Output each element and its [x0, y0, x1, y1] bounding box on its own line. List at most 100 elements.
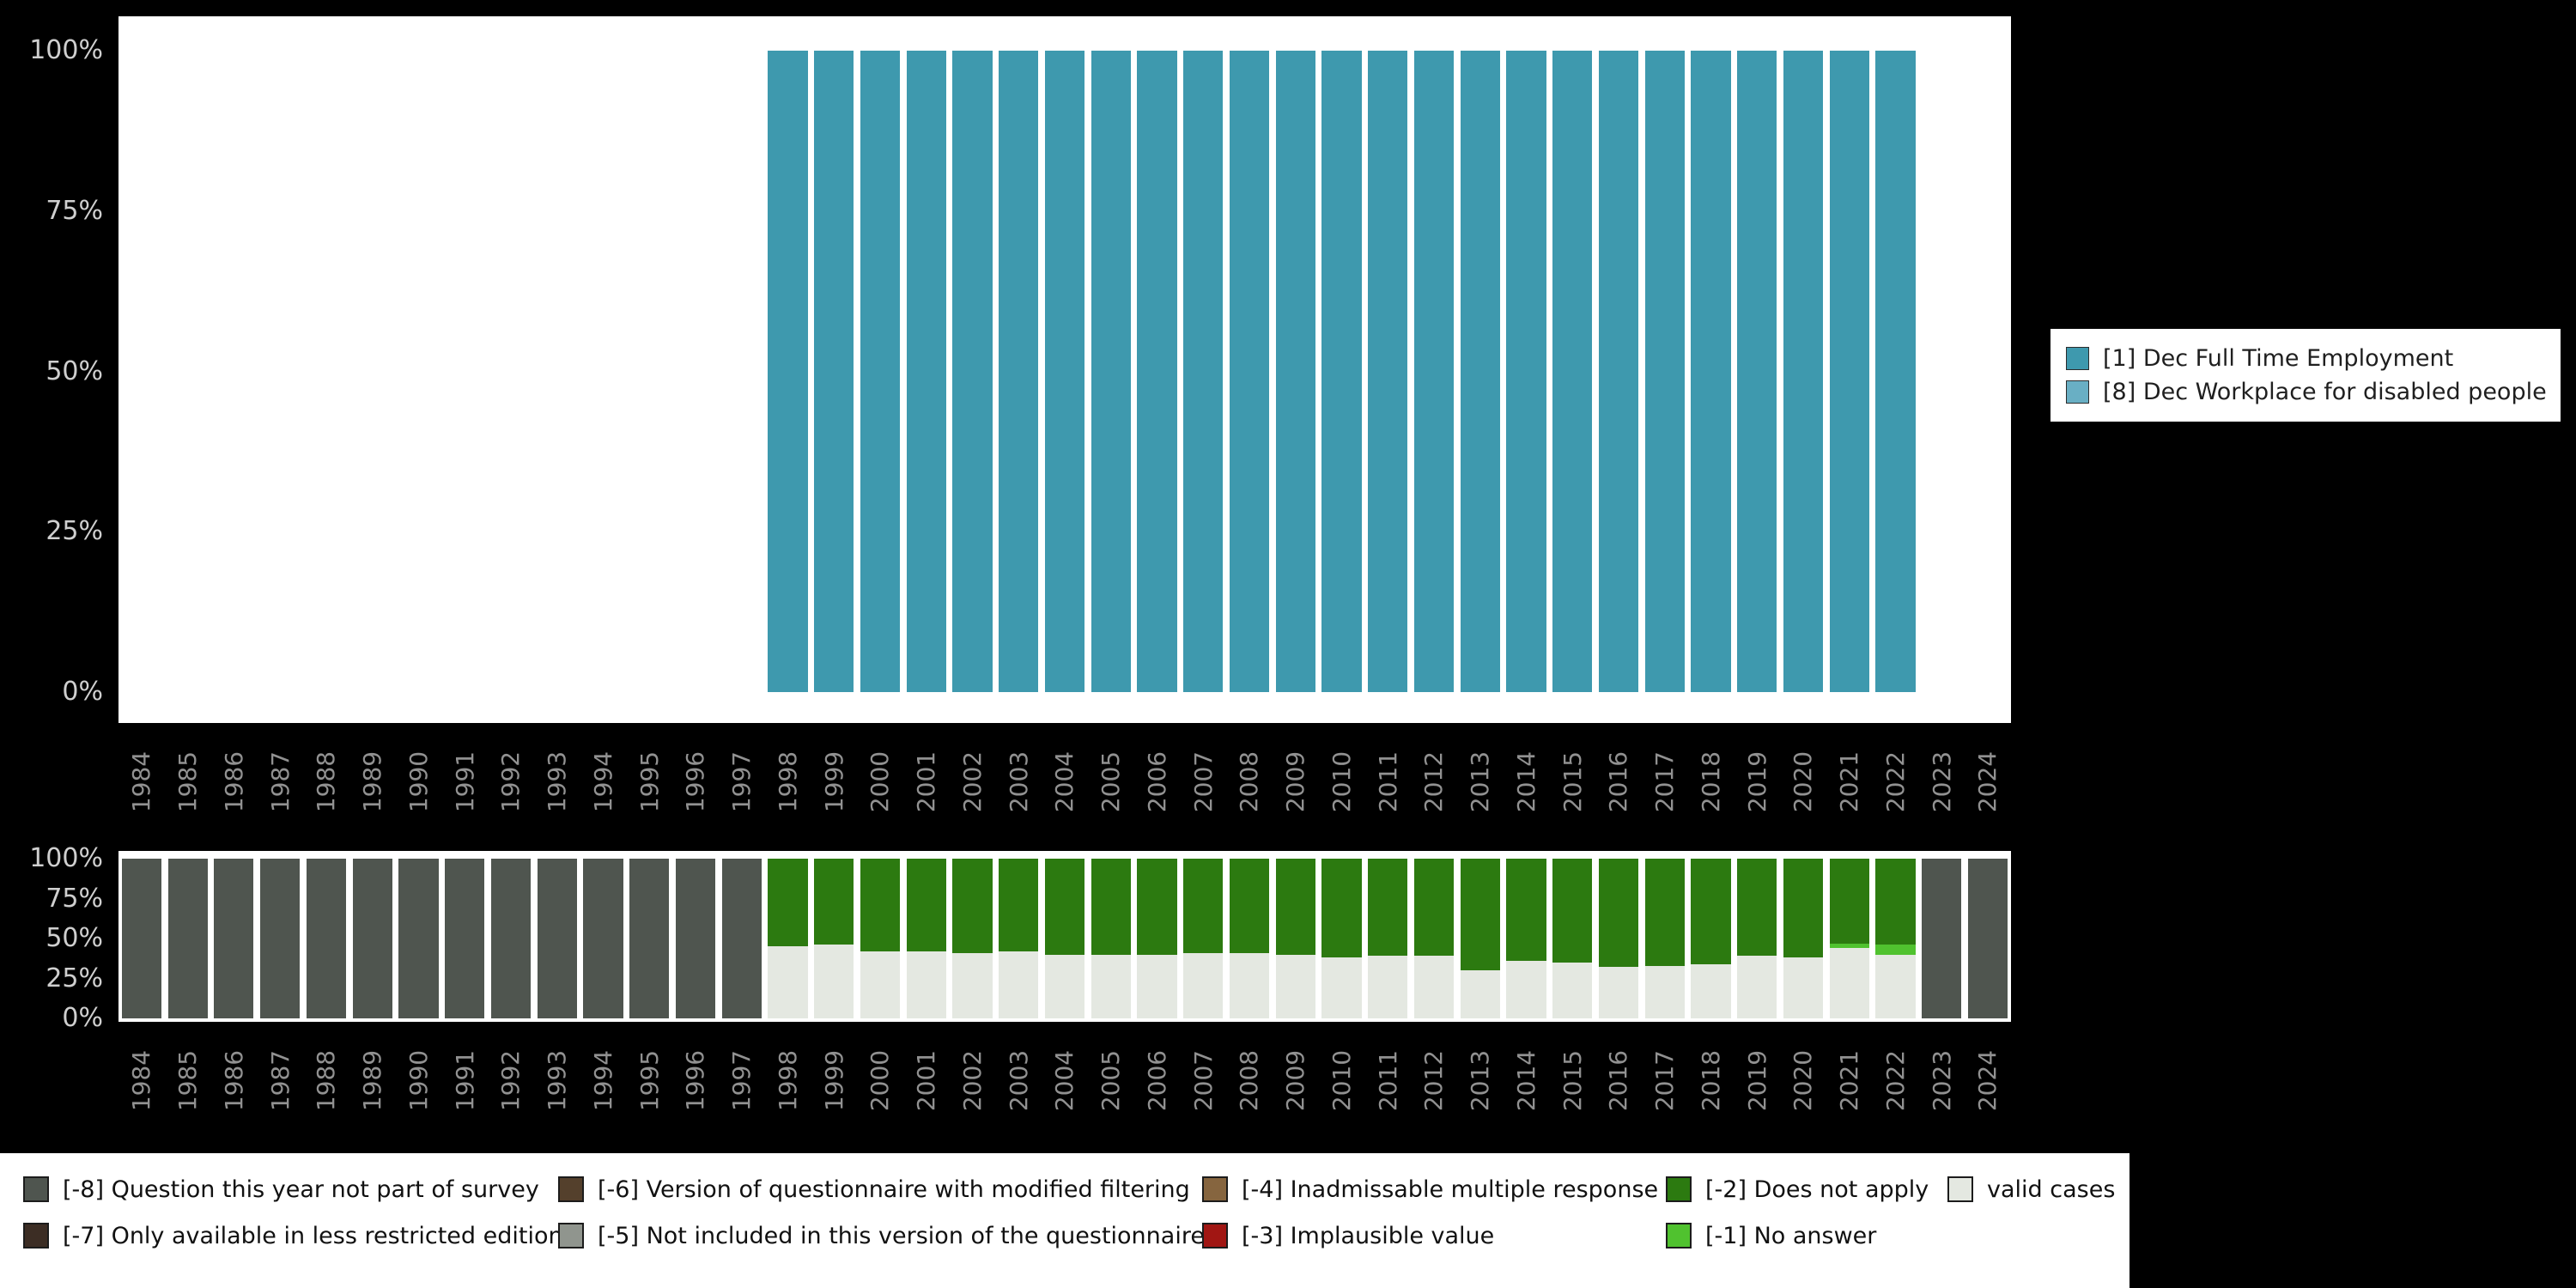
year-label: 2010	[1327, 750, 1357, 812]
year-label: 2017	[1650, 1049, 1680, 1111]
missing-bar-segment	[1644, 859, 1685, 966]
legend-label: [8] Dec Workplace for disabled people	[2103, 379, 2547, 405]
availability-bar	[999, 51, 1039, 692]
legend-label: [-6] Version of questionnaire with modif…	[598, 1176, 1190, 1203]
year-label: 2021	[1835, 750, 1864, 812]
missing-bar-segment	[1368, 956, 1408, 1018]
missing-legend-item: [-1] No answer	[1666, 1222, 1929, 1249]
missing-bar-segment	[1968, 859, 2008, 1018]
year-label: 2019	[1742, 1049, 1771, 1111]
legend-color-swatch	[1202, 1176, 1228, 1202]
availability-bar	[1691, 51, 1731, 692]
year-label: 1997	[727, 1049, 756, 1111]
availability-bar	[1413, 51, 1455, 692]
year-label: 2008	[1235, 750, 1264, 812]
missing-bar-segment	[445, 859, 485, 1018]
year-label: 2019	[1742, 750, 1771, 812]
year-label: 2000	[866, 750, 895, 812]
missing-bar-segment	[1875, 859, 1916, 945]
year-label: 1998	[773, 750, 802, 812]
availability-bar	[1229, 51, 1270, 692]
y-tick-label: 75%	[46, 883, 103, 914]
missing-bar-segment	[1413, 859, 1455, 957]
missing-legend-item: [-8] Question this year not part of surv…	[23, 1176, 563, 1203]
year-label: 2022	[1881, 750, 1911, 812]
availability-bar	[952, 51, 993, 692]
missing-bar-segment	[1044, 954, 1085, 1018]
legend-label: [-7] Only available in less restricted e…	[63, 1222, 563, 1249]
year-label: 2011	[1373, 1049, 1402, 1111]
year-label: 2012	[1419, 750, 1449, 812]
year-label: 2001	[912, 750, 941, 812]
legend-label: [-5] Not included in this version of the…	[598, 1222, 1205, 1249]
missing-bar-segment	[1044, 859, 1085, 955]
year-label: 1990	[404, 750, 433, 812]
legend-label: [-3] Implausible value	[1242, 1222, 1495, 1249]
year-label: 1986	[219, 750, 248, 812]
missing-bar-segment	[814, 859, 854, 945]
year-label: 2007	[1188, 750, 1218, 812]
missing-bar-segment	[1598, 859, 1639, 968]
missing-bar-segment	[999, 951, 1039, 1018]
missing-bar-segment	[1783, 859, 1824, 958]
missing-legend-item: [-6] Version of questionnaire with modif…	[558, 1176, 1205, 1203]
y-tick-label: 50%	[46, 923, 103, 953]
y-tick-label: 25%	[46, 963, 103, 993]
year-label: 1985	[173, 750, 203, 812]
year-label: 1995	[635, 1049, 664, 1111]
year-label: 1999	[819, 750, 848, 812]
legend-label: [-8] Question this year not part of surv…	[63, 1176, 539, 1203]
year-label: 2015	[1558, 750, 1587, 812]
year-label: 1985	[173, 1049, 203, 1111]
variables-legend-items: [1] Dec Full Time Employment [8] Dec Work…	[2066, 342, 2561, 409]
legend-color-swatch	[23, 1176, 49, 1202]
year-label: 2005	[1097, 1049, 1126, 1111]
missing-legend-item: [-3] Implausible value	[1202, 1222, 1658, 1249]
missing-bar-segment	[768, 946, 808, 1018]
variables-legend-item: [8] Dec Workplace for disabled people	[2066, 375, 2561, 409]
availability-chart-plot-area	[118, 16, 2011, 723]
missing-bar-segment	[721, 859, 762, 1018]
missing-bar-segment	[214, 859, 254, 1018]
missing-legend-item: [-7] Only available in less restricted e…	[23, 1222, 563, 1249]
missing-legend-column: [-8] Question this year not part of surv…	[23, 1176, 563, 1249]
y-tick-label: 0%	[62, 1003, 103, 1033]
availability-bar	[1044, 51, 1085, 692]
missing-codes-legend: [-8] Question this year not part of surv…	[0, 1153, 2129, 1288]
variables-legend: [1] Dec Full Time Employment [8] Dec Work…	[2050, 329, 2561, 422]
missing-bar-segment	[1829, 948, 1869, 1018]
legend-label: [-2] Does not apply	[1705, 1176, 1929, 1203]
availability-bar	[1737, 51, 1777, 692]
year-label: 1989	[358, 750, 387, 812]
legend-color-swatch	[2066, 380, 2089, 404]
availability-bar	[1875, 51, 1916, 692]
legend-color-swatch	[2066, 347, 2089, 370]
year-label: 2007	[1188, 1049, 1218, 1111]
legend-color-swatch	[558, 1223, 584, 1249]
missing-bar-segment	[768, 859, 808, 947]
missing-bar-segment	[1829, 859, 1869, 944]
missing-legend-item: [-5] Not included in this version of the…	[558, 1222, 1205, 1249]
missing-legend-column: [-2] Does not apply [-1] No answer	[1666, 1176, 1929, 1249]
year-label: 1990	[404, 1049, 433, 1111]
year-label: 1988	[312, 750, 341, 812]
year-label: 2009	[1281, 1049, 1310, 1111]
year-label: 2016	[1604, 750, 1633, 812]
year-label: 2008	[1235, 1049, 1264, 1111]
availability-bar	[1598, 51, 1639, 692]
year-label: 1993	[543, 1049, 572, 1111]
legend-label: [1] Dec Full Time Employment	[2103, 345, 2454, 372]
missing-bar-segment	[121, 859, 161, 1018]
missing-bar-segment	[1321, 859, 1362, 958]
year-label: 2018	[1697, 750, 1726, 812]
missing-bar-segment	[952, 952, 993, 1018]
year-label: 2009	[1281, 750, 1310, 812]
missing-bar-segment	[1229, 859, 1270, 953]
year-label: 1987	[265, 1049, 295, 1111]
availability-bar	[860, 51, 901, 692]
year-label: 2013	[1466, 1049, 1495, 1111]
y-tick-label: 25%	[46, 516, 103, 547]
year-label: 2004	[1050, 750, 1079, 812]
missing-bar-segment	[1922, 859, 1962, 1018]
year-label: 2004	[1050, 1049, 1079, 1111]
